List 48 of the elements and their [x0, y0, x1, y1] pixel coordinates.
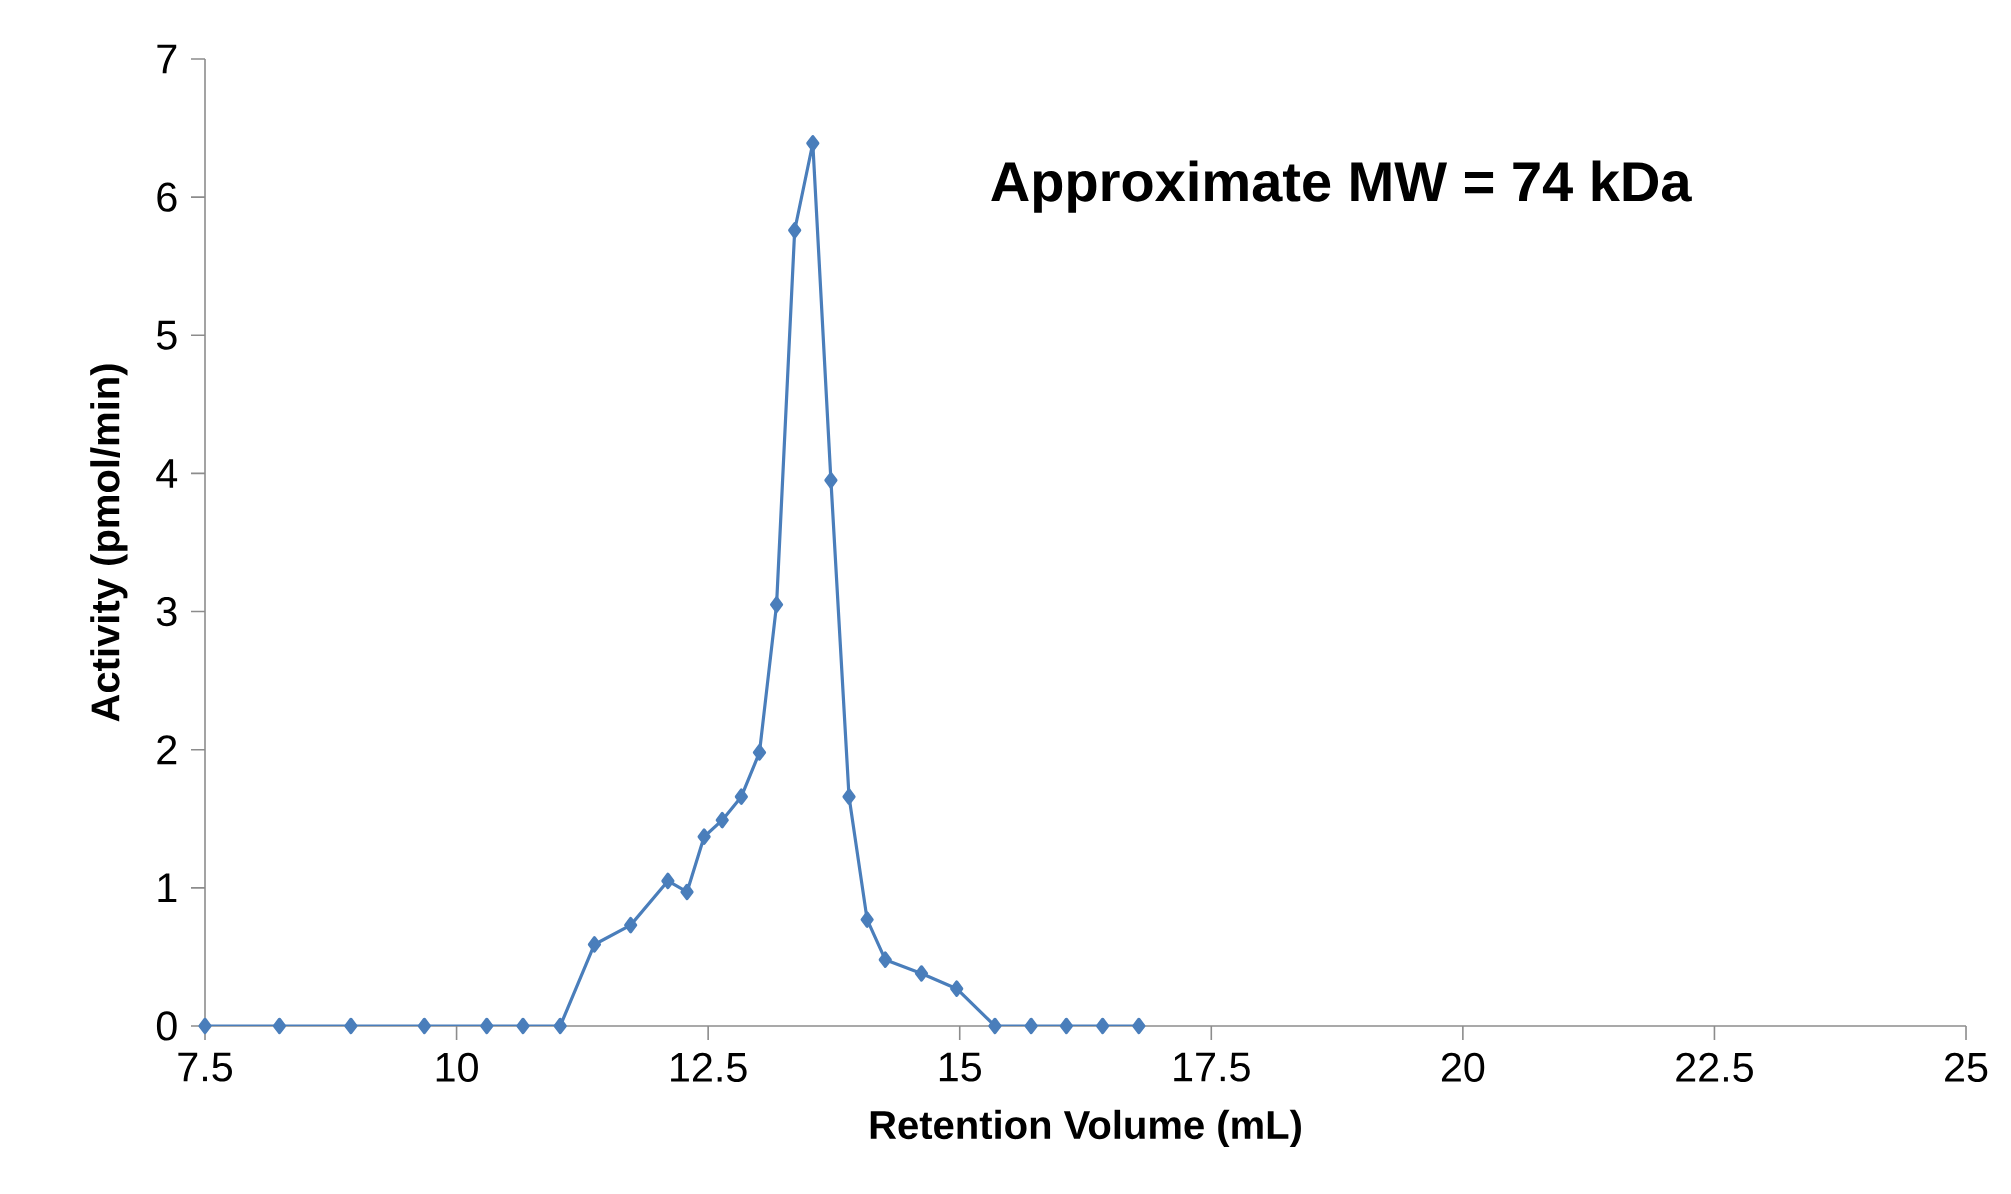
point	[198, 1017, 212, 1035]
x-tick-label: 20	[1441, 1052, 1485, 1082]
y-tick-label: 0	[156, 1011, 177, 1041]
point	[914, 965, 929, 982]
y-tick-label: 4	[156, 459, 178, 488]
point	[516, 1017, 530, 1035]
y-tick-label: 7	[157, 44, 177, 74]
point	[1132, 1017, 1146, 1035]
x-axis-title: Retention Volume (mL)	[870, 1109, 1301, 1148]
point	[587, 936, 602, 953]
x-tick-label: 17.5	[1174, 1052, 1250, 1082]
y-tick-label: 6	[157, 182, 177, 212]
point	[860, 911, 874, 928]
point	[661, 872, 675, 890]
point	[734, 788, 748, 805]
point	[842, 788, 856, 805]
y-tick-label: 5	[156, 320, 177, 350]
point	[1024, 1017, 1038, 1035]
point	[680, 883, 694, 901]
y-axis-title: Activity (pmol/min)	[90, 364, 128, 722]
x-tick-label: 25	[1945, 1052, 1988, 1082]
point	[824, 472, 838, 489]
x-tick-label: 7.5	[178, 1052, 232, 1082]
point	[1096, 1017, 1110, 1035]
point	[806, 134, 820, 152]
point	[950, 980, 964, 997]
point	[769, 596, 784, 613]
point	[1059, 1017, 1073, 1035]
point	[553, 1017, 567, 1035]
y-tick-label: 3	[156, 596, 177, 627]
point	[480, 1017, 494, 1035]
point	[344, 1017, 358, 1035]
x-tick-label: 10	[436, 1052, 478, 1082]
point	[417, 1017, 431, 1035]
annotation: Approximate MW = 74 kDa	[991, 160, 1692, 213]
point	[697, 828, 711, 845]
x-tick-label: 22.5	[1676, 1052, 1753, 1082]
point	[878, 951, 892, 968]
point	[988, 1017, 1002, 1035]
y-tick-label: 2	[157, 735, 177, 765]
x-tick-label: 12.5	[671, 1052, 747, 1082]
point	[752, 744, 767, 761]
point	[272, 1017, 287, 1035]
point	[715, 811, 729, 829]
x-tick-label: 15	[939, 1052, 981, 1082]
point	[788, 222, 802, 239]
y-tick-label: 1	[158, 873, 177, 903]
point	[624, 916, 638, 934]
